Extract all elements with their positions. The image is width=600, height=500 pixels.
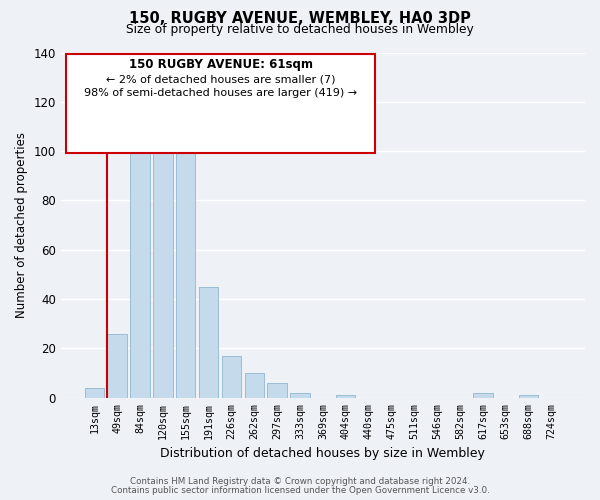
- Text: 98% of semi-detached houses are larger (419) →: 98% of semi-detached houses are larger (…: [84, 88, 357, 98]
- X-axis label: Distribution of detached houses by size in Wembley: Distribution of detached houses by size …: [160, 447, 485, 460]
- Bar: [473, 393, 493, 398]
- Bar: [107, 334, 127, 398]
- Text: 150 RUGBY AVENUE: 61sqm: 150 RUGBY AVENUE: 61sqm: [128, 58, 313, 71]
- Bar: [153, 132, 173, 398]
- Bar: [222, 356, 241, 398]
- Text: Contains HM Land Registry data © Crown copyright and database right 2024.: Contains HM Land Registry data © Crown c…: [130, 477, 470, 486]
- Bar: [336, 396, 355, 398]
- Bar: [519, 396, 538, 398]
- Text: 150, RUGBY AVENUE, WEMBLEY, HA0 3DP: 150, RUGBY AVENUE, WEMBLEY, HA0 3DP: [129, 11, 471, 26]
- Bar: [199, 287, 218, 398]
- Y-axis label: Number of detached properties: Number of detached properties: [15, 132, 28, 318]
- Bar: [85, 388, 104, 398]
- Text: Size of property relative to detached houses in Wembley: Size of property relative to detached ho…: [126, 24, 474, 36]
- Bar: [268, 383, 287, 398]
- Bar: [130, 134, 150, 398]
- Text: Contains public sector information licensed under the Open Government Licence v3: Contains public sector information licen…: [110, 486, 490, 495]
- Bar: [245, 373, 264, 398]
- Bar: [290, 393, 310, 398]
- Bar: [176, 136, 196, 398]
- Text: ← 2% of detached houses are smaller (7): ← 2% of detached houses are smaller (7): [106, 74, 335, 84]
